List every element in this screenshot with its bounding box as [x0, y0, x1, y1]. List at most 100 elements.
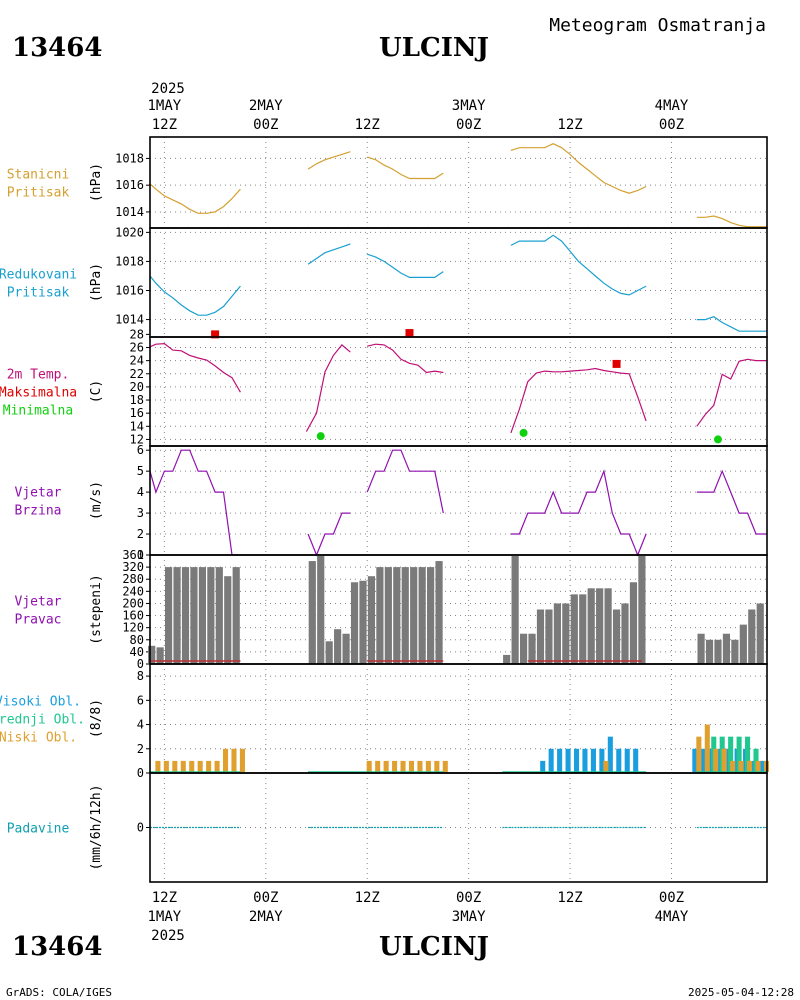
- panel-3: 1 2 3 4 5 6 Vjetar Brzina (m/s): [15, 443, 768, 562]
- ytick-label-5-1: 2: [137, 742, 144, 756]
- series-line-0-4: [696, 215, 767, 228]
- bottom-day-label-0: 1MAY: [148, 909, 182, 925]
- panel-frame-6: [149, 772, 768, 883]
- direction-bar-24: [418, 567, 426, 664]
- direction-bar-42: [629, 582, 638, 664]
- cloud-bar-2-24: [713, 748, 719, 772]
- timestamp-text: 2025-05-04-12:28: [688, 986, 794, 999]
- direction-bar-1: [156, 647, 164, 664]
- direction-bar-7: [207, 567, 215, 664]
- cloud-bar-0-9: [616, 748, 622, 772]
- direction-bar-20: [384, 567, 392, 664]
- direction-bar-0: [148, 645, 156, 664]
- ytick-label-3-5: 6: [137, 443, 144, 457]
- direction-bar-28: [511, 555, 519, 664]
- cloud-bar-2-3: [180, 760, 186, 772]
- panel-unit-5: (8/8): [89, 699, 104, 738]
- direction-bar-46: [714, 639, 722, 664]
- cloud-bar-0-12: [692, 748, 698, 772]
- direction-bar-16: [350, 582, 359, 664]
- ytick-label-2-1: 14: [130, 419, 144, 433]
- panel-frame-2: [149, 336, 768, 447]
- series-line-3-4: [696, 469, 767, 535]
- top-hour-label-1: 00Z: [253, 117, 278, 133]
- panel-unit-3: (m/s): [89, 481, 104, 520]
- cloud-bar-0-2: [557, 748, 563, 772]
- direction-bar-12: [317, 555, 325, 664]
- panel-frame-0: [149, 136, 768, 229]
- direction-bar-14: [334, 629, 342, 664]
- cloud-bar-2-8: [222, 748, 229, 772]
- bottom-hour-label-2: 12Z: [355, 890, 380, 906]
- direction-bar-36: [579, 594, 587, 664]
- ytick-label-3-1: 2: [137, 527, 144, 541]
- ytick-label-2-2: 16: [130, 406, 144, 420]
- min-marker-2: [713, 435, 722, 444]
- direction-bar-32: [545, 609, 553, 664]
- direction-bar-18: [367, 576, 376, 664]
- panel-unit-4: (stepeni): [89, 574, 104, 644]
- top-hour-label-0: 12Z: [152, 117, 177, 133]
- direction-bar-35: [570, 594, 578, 664]
- panel-data-0: [149, 143, 767, 228]
- cloud-bar-0-13: [700, 748, 706, 772]
- ytick-label-0-1: 1016: [115, 178, 144, 192]
- cloud-bar-2-25: [721, 748, 727, 772]
- top-hour-label-2: 12Z: [355, 117, 380, 133]
- cloud-bar-2-29: [755, 760, 761, 772]
- direction-bar-48: [731, 639, 739, 664]
- cloud-bar-2-4: [189, 760, 195, 772]
- direction-bar-5: [190, 567, 198, 664]
- top-hour-label-5: 00Z: [659, 117, 684, 133]
- direction-bar-43: [638, 555, 646, 664]
- direction-bar-49: [739, 624, 747, 664]
- ytick-label-4-6: 240: [122, 584, 144, 598]
- ytick-label-1-1: 1016: [115, 283, 144, 297]
- panel-label-1-0: Redukovani: [0, 268, 77, 283]
- ytick-label-4-2: 80: [130, 633, 144, 647]
- direction-bar-22: [401, 567, 409, 664]
- ytick-label-0-2: 1018: [115, 151, 144, 165]
- series-line-0-0: [149, 183, 241, 214]
- cloud-bar-2-15: [400, 760, 406, 772]
- top-hour-label-3: 00Z: [456, 117, 481, 133]
- ytick-label-4-9: 360: [122, 548, 144, 562]
- station-id-bottom: 13464: [12, 932, 102, 962]
- ytick-label-1-0: 1014: [115, 313, 144, 327]
- meteogram-subtitle: Meteogram Osmatranja: [549, 15, 766, 36]
- panel-data-3: [149, 449, 767, 557]
- panel-label-5-0: Visoki Obl.: [0, 695, 81, 710]
- station-name-bottom: ULCINJ: [379, 932, 489, 962]
- station-id-top: 13464: [12, 33, 102, 63]
- panel-unit-0: (hPa): [89, 163, 104, 202]
- cloud-bar-2-22: [696, 736, 702, 772]
- cloud-bar-2-2: [172, 760, 178, 772]
- credit-text: GrADS: COLA/IGES: [6, 986, 112, 999]
- panel-data-5: [150, 724, 769, 773]
- direction-bar-27: [503, 654, 511, 664]
- panel-label-0-1: Pritisak: [7, 186, 70, 201]
- ytick-label-4-3: 120: [122, 621, 144, 635]
- bottom-hour-label-5: 00Z: [659, 890, 684, 906]
- direction-bar-15: [342, 633, 350, 664]
- cloud-bar-0-5: [582, 748, 588, 772]
- ytick-label-5-0: 0: [137, 766, 144, 780]
- series-line-2-1: [305, 344, 351, 432]
- series-line-0-1: [307, 151, 351, 170]
- direction-bar-13: [325, 641, 333, 664]
- direction-bar-51: [756, 603, 764, 664]
- cloud-bar-2-27: [738, 760, 744, 772]
- ytick-label-3-0: 1: [137, 548, 144, 562]
- panel-label-2-2: Minimalna: [3, 404, 73, 419]
- series-line-1-4: [696, 316, 767, 332]
- ytick-label-4-7: 280: [122, 572, 144, 586]
- direction-bar-45: [705, 639, 714, 664]
- year-label-bottom: 2025: [151, 928, 185, 944]
- direction-bar-11: [308, 561, 316, 664]
- series-line-1-1: [307, 243, 351, 265]
- direction-bar-21: [393, 567, 401, 664]
- panel-data-2: [149, 329, 767, 444]
- panel-5: 0 2 4 6 8 Visoki Obl. Srednji Obl. Niski Obl. (8…: [0, 663, 769, 780]
- ytick-label-2-3: 18: [130, 393, 144, 407]
